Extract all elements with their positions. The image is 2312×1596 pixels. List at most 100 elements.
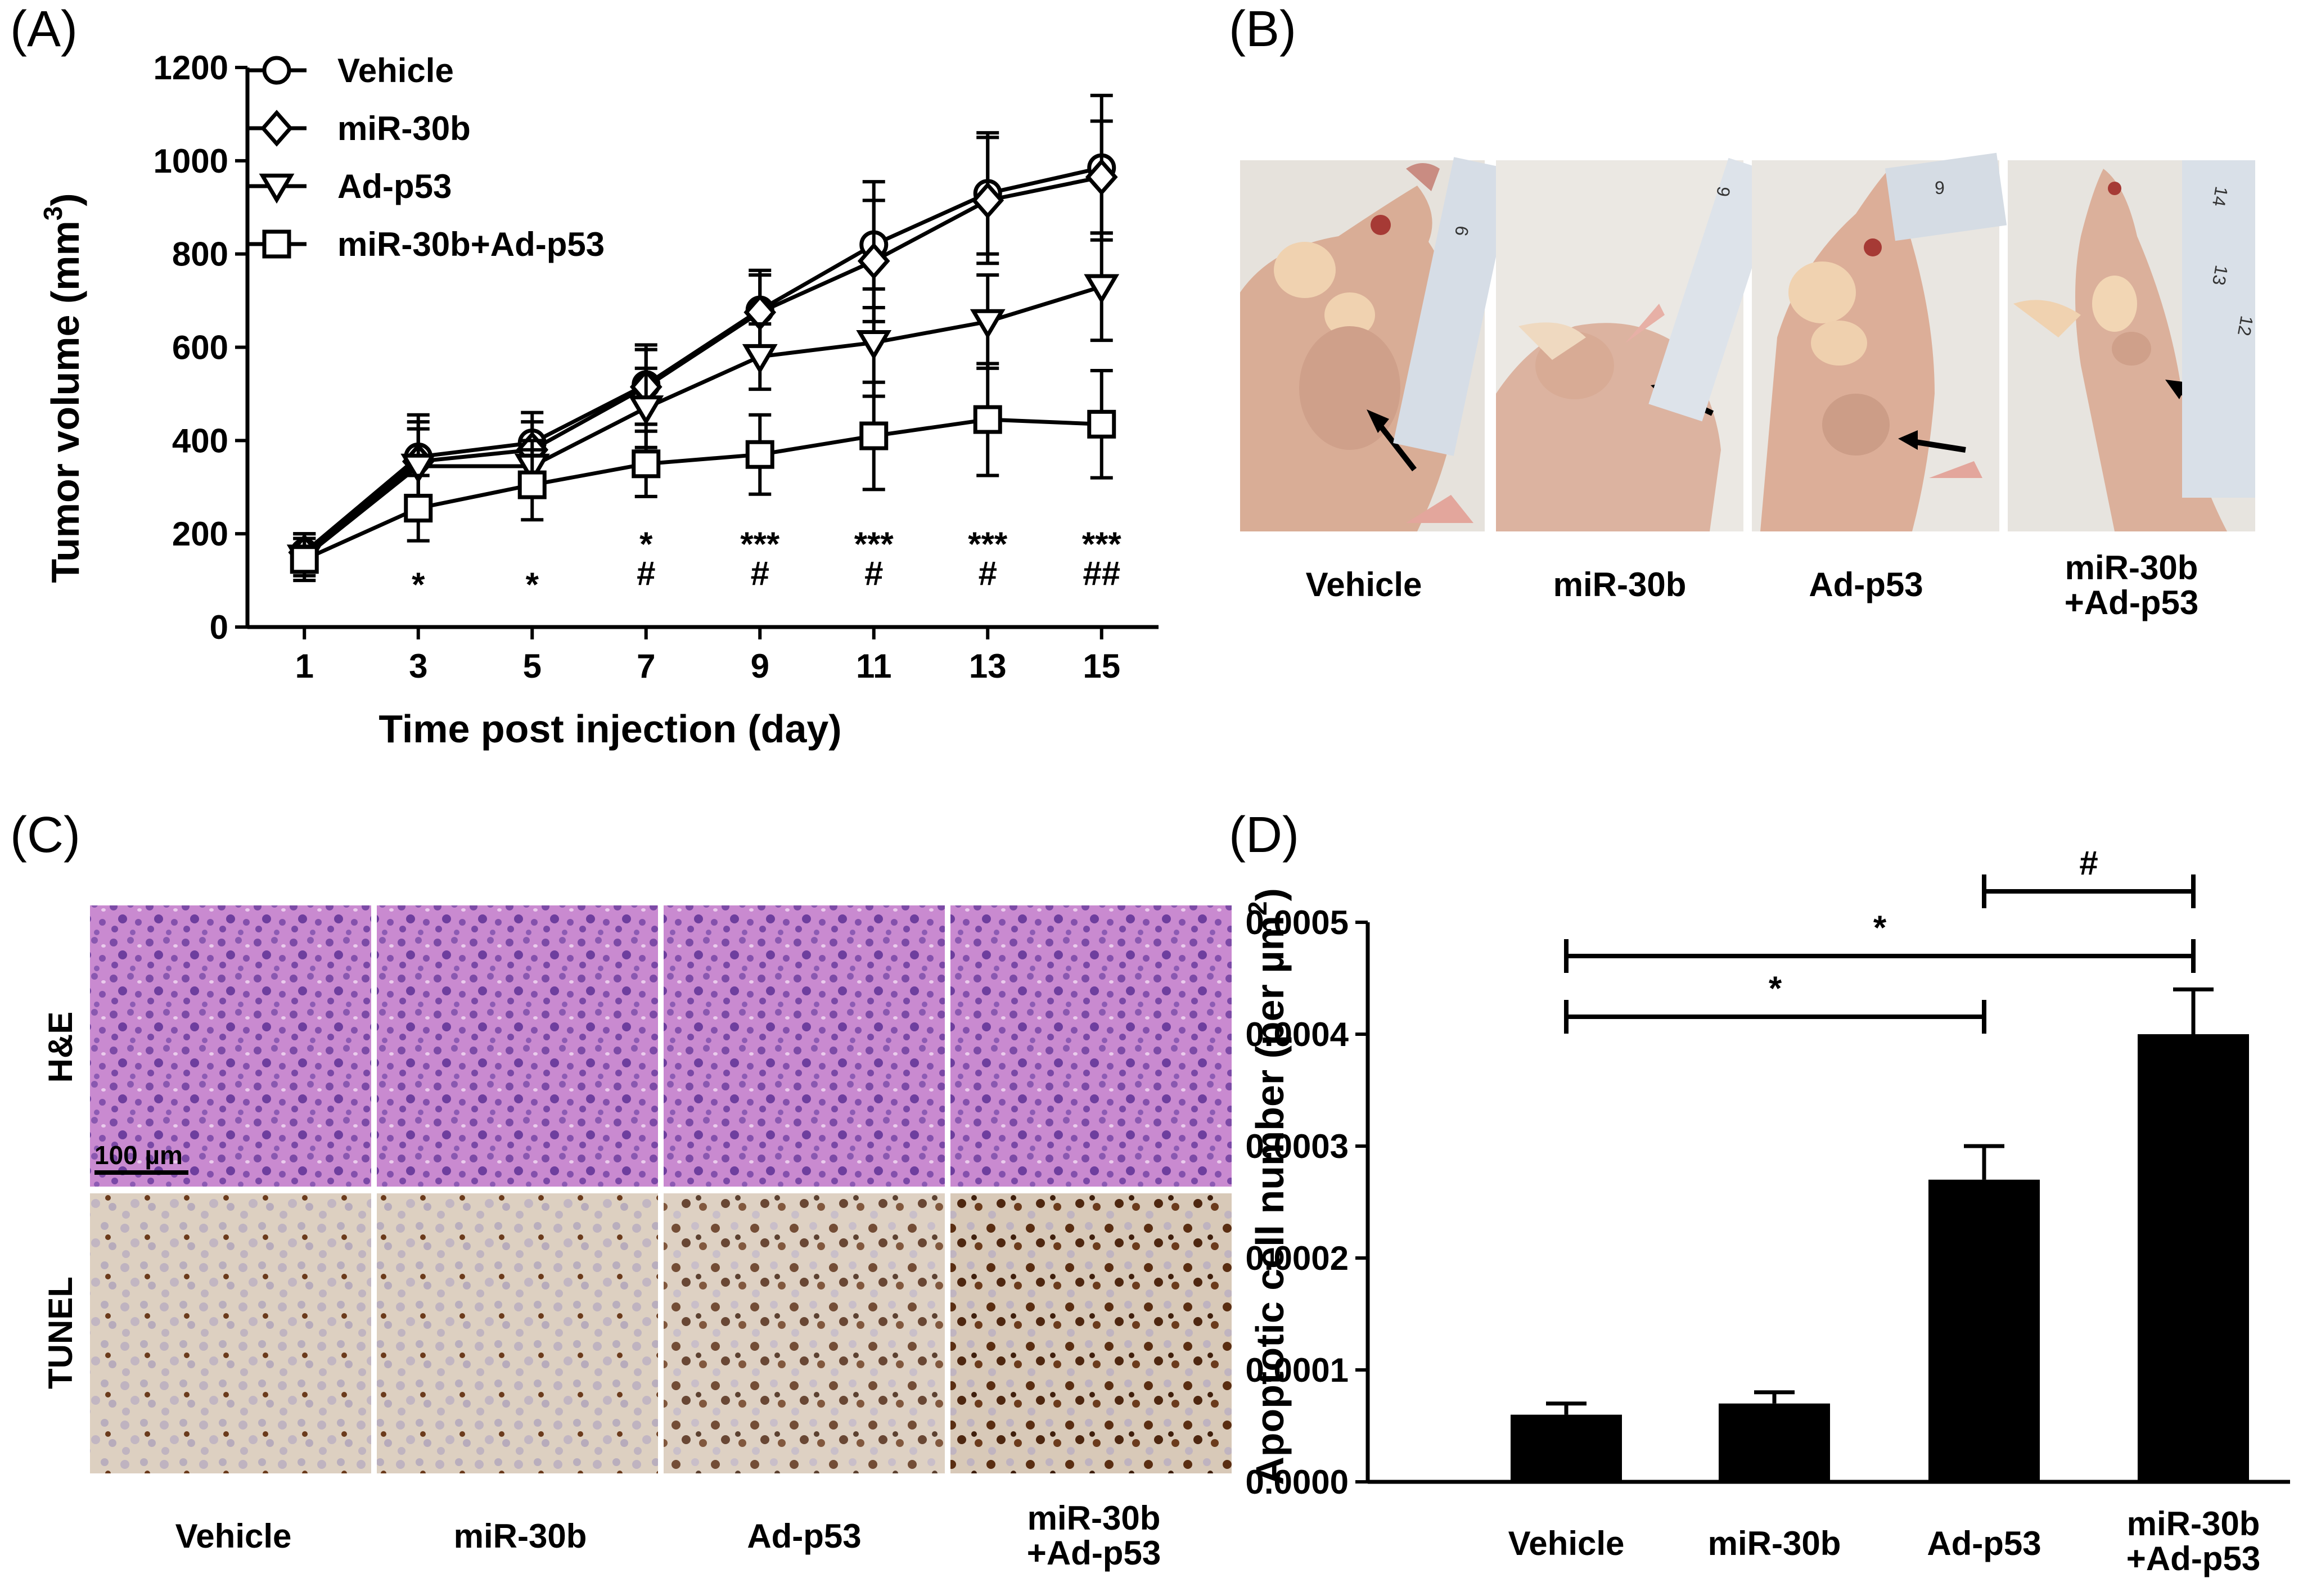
histology-label-mir30b-adp53: miR-30b +Ad-p53 — [1027, 1499, 1161, 1572]
legend-marker — [262, 229, 291, 259]
series-line — [303, 285, 1102, 559]
chart-a-y-axis-title-sup: 3 — [38, 206, 67, 221]
legend-label: miR-30b — [337, 110, 471, 147]
ruler-number: 14 — [2209, 185, 2232, 208]
data-point — [745, 440, 774, 469]
mouse-photo-adp53: 9 — [1752, 152, 2007, 531]
ruler-number: 13 — [2209, 264, 2232, 287]
chart-a-x-tick-label: 9 — [751, 647, 769, 685]
scale-bar-label: 100 µm — [94, 1140, 183, 1170]
tunel-row — [90, 1193, 1232, 1473]
significance-mark: # — [864, 554, 883, 592]
significance-mark: * — [639, 525, 653, 563]
significance-label: * — [1873, 909, 1887, 946]
chart-a-x-tick-label: 11 — [856, 647, 891, 685]
label-line: miR-30b — [1027, 1499, 1161, 1537]
significance-mark: * — [526, 566, 539, 603]
significance-mark: *** — [854, 525, 894, 563]
chart-a-y-axis-title: Tumor volume (mm3) — [38, 193, 87, 583]
panel-label-a: (A) — [10, 1, 78, 57]
chart-a-y-tick-label: 400 — [172, 422, 228, 459]
label-line: miR-30b — [2127, 1505, 2260, 1543]
tunel-image-adp53 — [664, 1193, 945, 1473]
apoptosis-bar-chart: 0.0000 0.0001 0.0002 0.0003 0.0004 0.0005 * * #… — [1243, 844, 2290, 1577]
chart-a-significance-marks: * **#***#***#***#***## — [412, 525, 1121, 603]
significance-mark: # — [751, 554, 769, 592]
chart-a-y-axis-title-main: Tumor volume (mm — [43, 220, 87, 583]
label-line: +Ad-p53 — [2065, 584, 2198, 621]
label-line: miR-30b — [2065, 549, 2198, 587]
panel-label-b: (B) — [1229, 1, 1296, 57]
significance-label: # — [2079, 844, 2098, 882]
series-line — [303, 175, 1102, 554]
legend-label: Ad-p53 — [337, 168, 452, 205]
data-point — [971, 182, 1004, 219]
chart-d-y-axis-title-main: Apoptotic cell number (per µm — [1248, 916, 1292, 1485]
panel-label-c: (C) — [10, 807, 80, 863]
label-line: +Ad-p53 — [2126, 1540, 2260, 1577]
ruler-number: 6 — [1451, 224, 1473, 238]
data-point — [970, 309, 1006, 339]
he-image-adp53 — [664, 905, 945, 1187]
significance-mark: *** — [740, 525, 780, 563]
category-label: Ad-p53 — [1927, 1525, 2041, 1562]
photo-label-mir30b: miR-30b — [1553, 566, 1687, 603]
chart-a-y-tick-label: 1200 — [154, 49, 228, 87]
legend-label: miR-30b+Ad-p53 — [337, 226, 605, 263]
data-point — [973, 405, 1002, 434]
tunel-image-mir30b — [377, 1193, 658, 1473]
label-line: Ad-p53 — [1927, 1525, 2041, 1562]
chart-d-y-tick-label: 0.0002 — [1245, 1239, 1349, 1277]
legend-marker — [260, 110, 293, 147]
tunel-image-mir30b-adp53 — [950, 1193, 1232, 1473]
chart-d-y-tick-label: 0.0004 — [1245, 1016, 1349, 1053]
mouse-photo-vehicle: 6 — [1240, 157, 1515, 531]
chart-a-x-tick-label: 7 — [637, 647, 655, 685]
chart-d-bars — [1511, 987, 2249, 1482]
he-image-vehicle — [90, 905, 371, 1187]
data-point — [517, 470, 547, 499]
category-label: miR-30b — [1708, 1525, 1841, 1562]
chart-d-y-axis-title: Apoptotic cell number (per µm2) — [1243, 888, 1292, 1485]
chart-d-y-tick-label: 0.0001 — [1245, 1351, 1349, 1389]
chart-a-legend: Vehicle miR-30b Ad-p53 miR-30b+Ad-p53 — [247, 52, 605, 263]
chart-a-y-axis-title-close: ) — [43, 193, 87, 206]
row-label-tunel: TUNEL — [42, 1277, 79, 1389]
chart-a-series-ad-p53 — [286, 231, 1120, 578]
label-line: miR-30b — [1708, 1525, 1841, 1562]
chart-a-y-tick-label: 200 — [172, 515, 228, 553]
bar — [1928, 1179, 2040, 1482]
mouse-photo-mir30b: 9 — [1496, 157, 1782, 531]
data-point — [1085, 159, 1118, 196]
chart-a-x-tick-label: 3 — [409, 647, 427, 685]
data-point — [1087, 409, 1116, 439]
chart-a-y-tick-label: 1000 — [154, 142, 228, 180]
significance-mark: *** — [1082, 525, 1122, 563]
chart-d-y-axis-title-sup: 2 — [1243, 901, 1272, 916]
he-image-mir30b-adp53 — [950, 905, 1232, 1187]
chart-a-y-tick-label: 0 — [210, 608, 228, 646]
significance-label: * — [1769, 970, 1782, 1007]
ruler-number: 12 — [2234, 314, 2257, 337]
label-line: Vehicle — [1508, 1525, 1625, 1562]
category-label: Vehicle — [1508, 1525, 1625, 1562]
data-point — [632, 449, 661, 479]
legend-marker — [262, 56, 291, 85]
series-line — [303, 417, 1102, 561]
histology-label-vehicle: Vehicle — [175, 1517, 292, 1555]
chart-d-y-axis-title-close: ) — [1248, 888, 1292, 901]
bar — [1511, 1414, 1622, 1482]
chart-a-y-tick-label: 800 — [172, 236, 228, 273]
photo-label-adp53: Ad-p53 — [1809, 566, 1923, 603]
chart-a-y-tick-label: 600 — [172, 329, 228, 367]
photo-label-mir30b-adp53: miR-30b +Ad-p53 — [2065, 549, 2198, 621]
label-line: +Ad-p53 — [1027, 1534, 1161, 1572]
histology-label-adp53: Ad-p53 — [747, 1517, 861, 1555]
chart-a-series — [286, 93, 1120, 583]
data-point — [404, 494, 433, 523]
chart-d-significance-brackets: * * # — [1564, 844, 2196, 1034]
significance-mark: *** — [968, 525, 1008, 563]
